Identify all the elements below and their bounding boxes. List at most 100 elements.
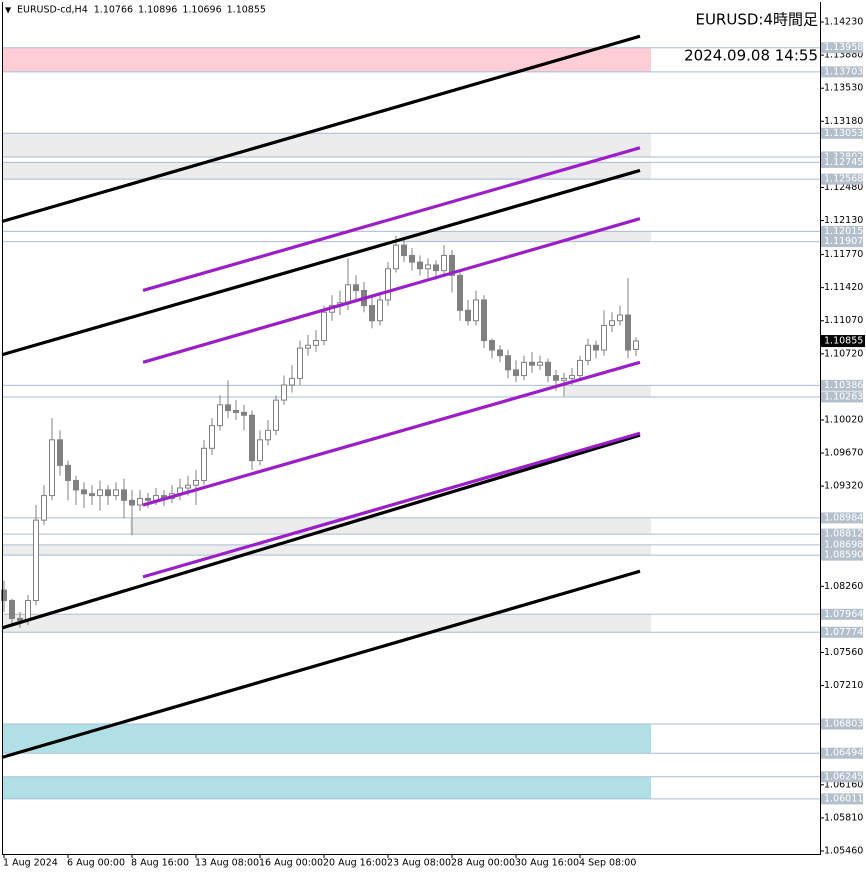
candle-body <box>401 244 407 257</box>
candle-body <box>377 299 383 322</box>
candle-body <box>185 484 191 489</box>
candle-body <box>113 489 119 497</box>
level-label: 1.06011 <box>824 793 863 804</box>
candle-body <box>633 340 639 350</box>
candle-body <box>193 479 199 486</box>
y-tick-label: 1.10720 <box>824 348 863 359</box>
candle-body <box>577 359 583 377</box>
y-tick-label: 1.06160 <box>824 779 863 790</box>
level-label-box <box>821 42 863 54</box>
level-label-box <box>821 225 863 237</box>
candle-body <box>281 384 287 401</box>
candle-body <box>521 361 527 377</box>
candle-body <box>513 369 519 377</box>
level-label-box <box>821 528 863 540</box>
candle-body <box>65 464 71 481</box>
trendline <box>142 146 641 293</box>
x-tick-label: 16 Aug 00:00 <box>259 858 323 869</box>
y-tick-label: 1.07560 <box>824 647 863 658</box>
candle-body <box>497 349 503 357</box>
level-label-box <box>821 173 863 185</box>
candle-body <box>121 489 127 501</box>
zone <box>2 544 651 556</box>
y-tick-label: 1.13880 <box>824 50 863 61</box>
candle-body <box>41 495 47 521</box>
level-label-box <box>821 626 863 638</box>
trendline <box>142 360 641 507</box>
candle-body <box>241 411 247 416</box>
y-tick-label: 1.12480 <box>824 182 863 193</box>
zone <box>2 47 651 72</box>
candles <box>1 235 639 628</box>
candle-body <box>249 414 255 462</box>
zone <box>565 385 651 397</box>
header-low: 1.10696 <box>182 5 221 16</box>
zone <box>2 162 651 180</box>
chart-title: EURUSD:4時間足 <box>695 11 818 29</box>
level-label-box <box>821 236 863 248</box>
level-label-box <box>821 156 863 168</box>
candle-body <box>129 499 135 506</box>
menu-arrow[interactable]: ▼ <box>5 6 12 15</box>
y-tick-label: 1.14230 <box>824 17 863 28</box>
candle-body <box>441 255 447 272</box>
candle-body <box>57 439 63 466</box>
candle-body <box>433 264 439 272</box>
candle-body <box>257 439 263 462</box>
level-label: 1.11907 <box>824 236 863 247</box>
level-label: 1.08698 <box>824 539 863 550</box>
header-open: 1.10766 <box>94 5 133 16</box>
level-label-box <box>821 771 863 783</box>
zone <box>130 517 651 535</box>
level-label-box <box>821 391 863 403</box>
candle-body <box>617 314 623 322</box>
symbol: EURUSD-cd,H4 <box>17 5 88 16</box>
candle-body <box>97 489 103 497</box>
x-tick-label: 4 Sep 08:00 <box>579 858 636 869</box>
level-label: 1.06803 <box>824 719 863 730</box>
candle-body <box>105 489 111 497</box>
candle-body <box>569 375 575 379</box>
level-label-box <box>821 512 863 524</box>
x-tick-label: 8 Aug 16:00 <box>131 858 189 869</box>
level-label-box <box>821 747 863 759</box>
candle-body <box>561 377 567 381</box>
y-tick-label: 1.05810 <box>824 812 863 823</box>
candle-body <box>473 299 479 322</box>
candle-body <box>465 309 471 322</box>
y-tick-label: 1.11770 <box>824 249 863 260</box>
candle-body <box>89 493 95 497</box>
level-label: 1.13703 <box>824 66 863 77</box>
candle-body <box>625 314 631 351</box>
y-tick-label: 1.12130 <box>824 215 863 226</box>
zone <box>2 614 651 633</box>
candle-body <box>17 617 23 621</box>
candle-body <box>137 497 143 506</box>
candle-body <box>489 340 495 351</box>
candle-body <box>529 361 535 366</box>
level-label: 1.10386 <box>824 380 863 391</box>
y-tick-label: 1.08260 <box>824 581 863 592</box>
candle-body <box>273 399 279 431</box>
candle-body <box>481 299 487 342</box>
candle-body <box>289 377 295 386</box>
candle-body <box>321 311 327 342</box>
y-tick-label: 1.07210 <box>824 680 863 691</box>
candle-body <box>25 599 31 621</box>
candle-body <box>145 497 151 501</box>
axes: 1.14230 1.13880 1.13530 1.13180 1.12480 1.121… <box>3 17 865 869</box>
candle-body <box>601 324 607 351</box>
x-tick-label: 20 Aug 16:00 <box>323 858 387 869</box>
candle-body <box>297 347 303 379</box>
zone <box>2 133 651 158</box>
header-high: 1.10896 <box>138 5 177 16</box>
candle-body <box>369 305 375 322</box>
candle-body <box>385 268 391 301</box>
candle-body <box>201 447 207 481</box>
candle-body <box>305 344 311 349</box>
candle-body <box>409 255 415 263</box>
candle-body <box>449 255 455 276</box>
candle-body <box>417 261 423 270</box>
